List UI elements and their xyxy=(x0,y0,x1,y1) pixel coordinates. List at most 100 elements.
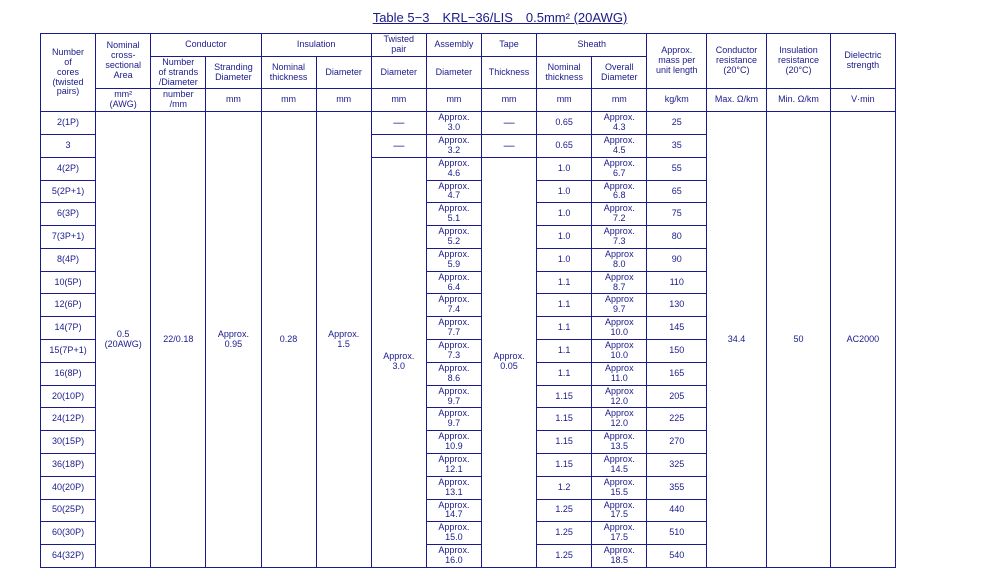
cell-asm-dia: Approx.4.7 xyxy=(426,180,481,203)
hdr-cores: Numberofcores(twistedpairs) xyxy=(41,34,96,112)
cell-cond-res: 34.4 xyxy=(707,112,767,568)
cell-tape-thick: — xyxy=(482,135,537,158)
cell-ins-thick: 0.28 xyxy=(261,112,316,568)
cell-twist-dia: — xyxy=(371,135,426,158)
cell-cores: 50(25P) xyxy=(41,499,96,522)
cell-cores: 15(7P+1) xyxy=(41,340,96,363)
cell-mass: 80 xyxy=(647,226,707,249)
hdr-insulation: Insulation xyxy=(261,34,371,57)
cell-overall-dia: Approx.4.5 xyxy=(592,135,647,158)
cell-overall-dia: Approx.15.5 xyxy=(592,476,647,499)
cell-mass: 25 xyxy=(647,112,707,135)
cell-overall-dia: Approx.18.5 xyxy=(592,545,647,568)
cell-overall-dia: Approx8.0 xyxy=(592,248,647,271)
cell-asm-dia: Approx.15.0 xyxy=(426,522,481,545)
cell-overall-dia: Approx.6.7 xyxy=(592,157,647,180)
cell-overall-dia: Approx.4.3 xyxy=(592,112,647,135)
cell-mass: 510 xyxy=(647,522,707,545)
cell-cores: 2(1P) xyxy=(41,112,96,135)
cell-mass: 35 xyxy=(647,135,707,158)
hdr-overall: OverallDiameter xyxy=(592,56,647,89)
cell-asm-dia: Approx.14.7 xyxy=(426,499,481,522)
cell-sh-thick: 1.15 xyxy=(537,408,592,431)
cell-cores: 20(10P) xyxy=(41,385,96,408)
cell-overall-dia: Approx.14.5 xyxy=(592,453,647,476)
cell-overall-dia: Approx.13.5 xyxy=(592,431,647,454)
cell-asm-dia: Approx.7.4 xyxy=(426,294,481,317)
cell-mass: 165 xyxy=(647,362,707,385)
cell-mass: 225 xyxy=(647,408,707,431)
hdr-ins-res: Insulationresistance(20°C) xyxy=(766,34,830,89)
cell-asm-dia: Approx.13.1 xyxy=(426,476,481,499)
cell-cores: 12(6P) xyxy=(41,294,96,317)
cell-cores: 4(2P) xyxy=(41,157,96,180)
unit-asm-dia: mm xyxy=(426,89,481,112)
cell-sh-thick: 1.2 xyxy=(537,476,592,499)
unit-cond-res: Max. Ω/km xyxy=(707,89,767,112)
hdr-dia-asm: Diameter xyxy=(426,56,481,89)
cell-overall-dia: Approx10.0 xyxy=(592,340,647,363)
cell-mass: 150 xyxy=(647,340,707,363)
hdr-strand-dia: StrandingDiameter xyxy=(206,56,261,89)
cell-ins-dia: Approx.1.5 xyxy=(316,112,371,568)
cell-sh-thick: 1.25 xyxy=(537,499,592,522)
cell-sh-thick: 1.15 xyxy=(537,453,592,476)
cell-cores: 7(3P+1) xyxy=(41,226,96,249)
hdr-cond-res: Conductorresistance(20°C) xyxy=(707,34,767,89)
cell-overall-dia: Approx12.0 xyxy=(592,385,647,408)
cell-mass: 110 xyxy=(647,271,707,294)
cell-mass: 355 xyxy=(647,476,707,499)
cell-mass: 325 xyxy=(647,453,707,476)
cell-sh-thick: 1.0 xyxy=(537,226,592,249)
cell-tape-thick: — xyxy=(482,112,537,135)
cell-asm-dia: Approx.4.6 xyxy=(426,157,481,180)
cell-sh-thick: 1.0 xyxy=(537,180,592,203)
hdr-tape: Tape xyxy=(482,34,537,57)
cell-asm-dia: Approx.9.7 xyxy=(426,408,481,431)
cell-ins-res: 50 xyxy=(766,112,830,568)
cell-mass: 75 xyxy=(647,203,707,226)
cell-asm-dia: Approx.7.3 xyxy=(426,340,481,363)
cell-mass: 440 xyxy=(647,499,707,522)
cell-cores: 24(12P) xyxy=(41,408,96,431)
hdr-dielec: Dielectricstrength xyxy=(831,34,895,89)
cell-tape-thick: Approx.0.05 xyxy=(482,157,537,567)
cell-overall-dia: Approx11.0 xyxy=(592,362,647,385)
table-title: Table 5−3 KRL−36/LIS 0.5mm² (20AWG) xyxy=(40,10,960,25)
cell-asm-dia: Approx.8.6 xyxy=(426,362,481,385)
cell-sh-thick: 1.1 xyxy=(537,271,592,294)
unit-mass: kg/km xyxy=(647,89,707,112)
cell-mass: 90 xyxy=(647,248,707,271)
cell-sh-thick: 1.1 xyxy=(537,294,592,317)
unit-tw-dia: mm xyxy=(371,89,426,112)
cell-overall-dia: Approx.17.5 xyxy=(592,499,647,522)
cell-sh-thick: 1.15 xyxy=(537,431,592,454)
cell-cores: 10(5P) xyxy=(41,271,96,294)
cell-sh-thick: 1.25 xyxy=(537,522,592,545)
cell-mass: 145 xyxy=(647,317,707,340)
hdr-mass: Approx.mass perunit length xyxy=(647,34,707,89)
cell-strands: 22/0.18 xyxy=(151,112,206,568)
cell-sh-thick: 1.25 xyxy=(537,545,592,568)
hdr-conductor: Conductor xyxy=(151,34,261,57)
hdr-nom-thick: Nominalthickness xyxy=(261,56,316,89)
hdr-nom-thick-sh: Nominalthickness xyxy=(537,56,592,89)
cell-overall-dia: Approx.17.5 xyxy=(592,522,647,545)
cell-cores: 8(4P) xyxy=(41,248,96,271)
hdr-thick-tape: Thickness xyxy=(482,56,537,89)
cell-area: 0.5(20AWG) xyxy=(96,112,151,568)
unit-sh-thick: mm xyxy=(537,89,592,112)
cell-cores: 64(32P) xyxy=(41,545,96,568)
cell-cores: 6(3P) xyxy=(41,203,96,226)
hdr-dia-tw: Diameter xyxy=(371,56,426,89)
cell-sh-thick: 1.0 xyxy=(537,248,592,271)
cell-sh-thick: 0.65 xyxy=(537,112,592,135)
cell-twist-dia: Approx.3.0 xyxy=(371,157,426,567)
cell-cores: 16(8P) xyxy=(41,362,96,385)
unit-strands: number/mm xyxy=(151,89,206,112)
cell-overall-dia: Approx8.7 xyxy=(592,271,647,294)
cable-spec-table: Numberofcores(twistedpairs) Nominalcross… xyxy=(40,33,960,568)
cell-asm-dia: Approx.5.2 xyxy=(426,226,481,249)
cell-mass: 130 xyxy=(647,294,707,317)
cell-cores: 60(30P) xyxy=(41,522,96,545)
